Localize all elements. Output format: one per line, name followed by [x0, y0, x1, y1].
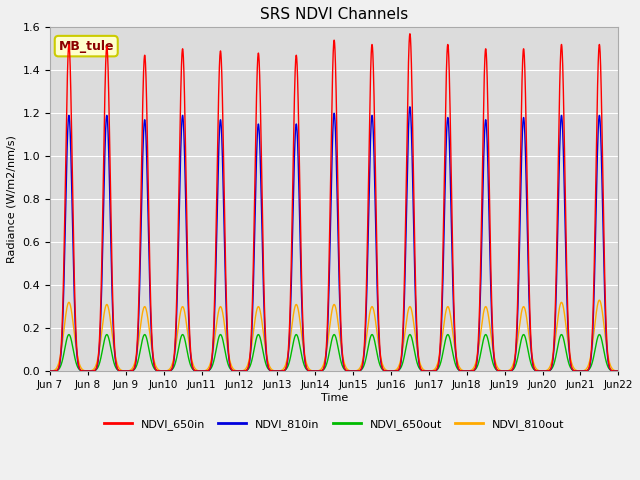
NDVI_810out [559, 304, 567, 310]
X-axis label: Time: Time [321, 393, 348, 403]
Line: NDVI_810in: NDVI_810in [50, 107, 618, 371]
NDVI_650out [264, 365, 271, 371]
Y-axis label: Radiance (W/m2/nm/s): Radiance (W/m2/nm/s) [7, 135, 17, 263]
Legend: NDVI_650in, NDVI_810in, NDVI_650out, NDVI_810out: NDVI_650in, NDVI_810in, NDVI_650out, NDV… [99, 415, 569, 434]
NDVI_650out [562, 348, 570, 353]
NDVI_650in [562, 233, 570, 239]
NDVI_650in [122, 368, 130, 374]
NDVI_810out [114, 363, 122, 369]
NDVI_650out [114, 367, 122, 373]
NDVI_810out [402, 324, 410, 329]
NDVI_650out [402, 346, 410, 352]
NDVI_650out [584, 367, 592, 373]
NDVI_650in [614, 368, 622, 374]
Line: NDVI_810out: NDVI_810out [50, 300, 618, 371]
NDVI_810in [114, 367, 122, 373]
NDVI_810out [584, 363, 592, 369]
NDVI_810in [264, 362, 271, 368]
NDVI_810in [406, 104, 413, 110]
NDVI_650out [65, 332, 73, 337]
NDVI_810out [595, 297, 603, 303]
NDVI_810out [122, 368, 130, 374]
Line: NDVI_650in: NDVI_650in [50, 34, 618, 371]
NDVI_650out [614, 368, 622, 374]
NDVI_810in [584, 367, 592, 372]
NDVI_810out [46, 368, 54, 374]
Title: SRS NDVI Channels: SRS NDVI Channels [260, 7, 408, 22]
NDVI_810in [559, 144, 567, 150]
NDVI_650out [46, 368, 54, 374]
Line: NDVI_650out: NDVI_650out [50, 335, 618, 371]
NDVI_650in [406, 31, 413, 36]
NDVI_650in [402, 211, 410, 217]
NDVI_650in [559, 88, 567, 94]
NDVI_810out [614, 368, 622, 374]
NDVI_810in [562, 257, 570, 263]
NDVI_650in [584, 366, 592, 372]
NDVI_810in [46, 368, 54, 374]
NDVI_810out [264, 358, 271, 363]
NDVI_810out [562, 322, 570, 328]
Text: MB_tule: MB_tule [58, 40, 114, 53]
NDVI_650out [559, 335, 567, 340]
NDVI_650in [264, 361, 271, 367]
NDVI_810in [402, 251, 410, 256]
NDVI_650in [46, 368, 54, 374]
NDVI_650in [114, 367, 122, 372]
NDVI_810in [614, 368, 622, 374]
